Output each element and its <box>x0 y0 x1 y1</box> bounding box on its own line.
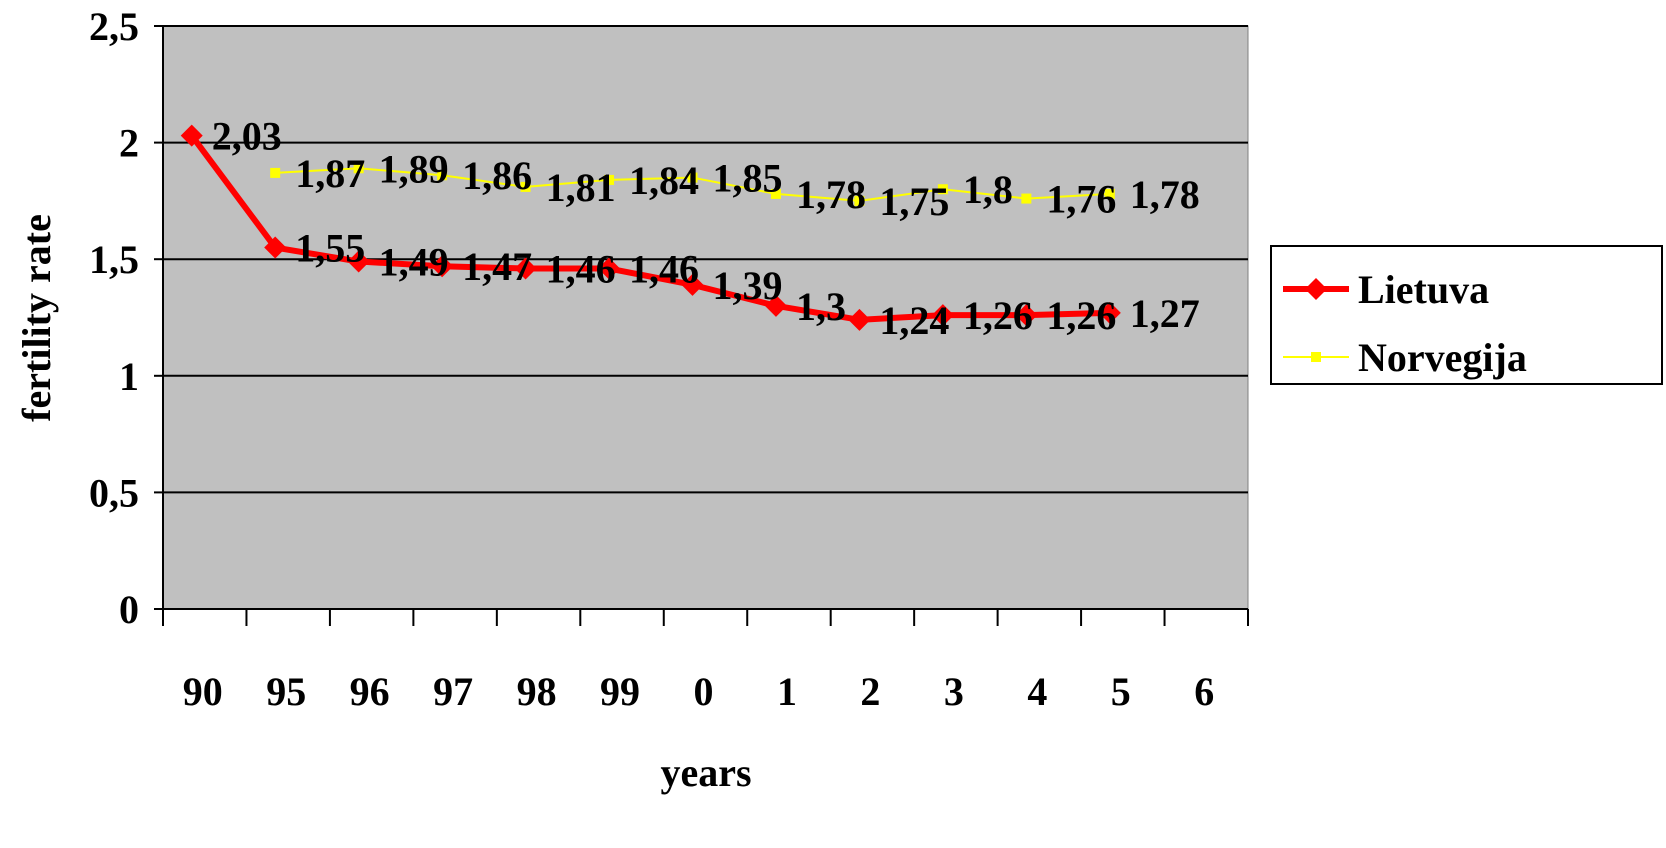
x-tick-label: 6 <box>1194 669 1214 714</box>
data-label-lietuva: 1,55 <box>295 226 365 271</box>
y-tick-label: 0,5 <box>89 470 139 515</box>
data-point-lietuva <box>681 273 704 296</box>
y-tick-label: 2 <box>119 121 139 166</box>
data-point-lietuva <box>931 304 954 327</box>
data-label-lietuva: 1,26 <box>1046 293 1116 338</box>
x-tick-label: 3 <box>944 669 964 714</box>
data-point-lietuva <box>764 294 787 317</box>
data-point-lietuva <box>180 124 203 147</box>
x-tick-label: 90 <box>183 669 223 714</box>
legend-entry-lietuva: Lietuva <box>1283 267 1489 312</box>
y-tick-label: 1 <box>119 354 139 399</box>
data-point-norvegija <box>1104 188 1115 199</box>
data-point-norvegija <box>604 174 615 185</box>
data-point-norvegija <box>520 181 531 192</box>
data-label-norvegija: 1,85 <box>713 156 783 201</box>
x-tick-label: 0 <box>694 669 714 714</box>
x-tick-label: 5 <box>1111 669 1131 714</box>
data-point-lietuva <box>1015 304 1038 327</box>
x-tick-label: 4 <box>1027 669 1047 714</box>
data-point-norvegija <box>437 170 448 181</box>
legend: Lietuva Norvegija <box>1270 245 1663 385</box>
data-point-lietuva <box>514 257 537 280</box>
data-label-lietuva: 1,3 <box>796 284 846 329</box>
x-tick-label: 96 <box>350 669 390 714</box>
data-label-lietuva: 1,46 <box>546 247 616 292</box>
data-label-lietuva: 2,03 <box>212 114 282 159</box>
data-point-norvegija <box>270 167 281 178</box>
data-label-lietuva: 1,47 <box>462 244 532 289</box>
data-point-lietuva <box>848 308 871 331</box>
data-label-norvegija: 1,78 <box>796 172 866 217</box>
x-tick-label: 98 <box>517 669 557 714</box>
data-label-lietuva: 1,49 <box>379 240 449 285</box>
data-point-norvegija <box>854 195 865 206</box>
y-tick-label: 0 <box>119 587 139 632</box>
y-axis-title: fertility rate <box>14 214 59 422</box>
y-tick-label: 1,5 <box>89 237 139 282</box>
plot-area <box>162 25 1249 610</box>
data-point-norvegija <box>687 172 698 183</box>
data-label-lietuva: 1,26 <box>963 293 1033 338</box>
data-point-norvegija <box>1021 193 1032 204</box>
series-line-lietuva <box>189 133 1110 323</box>
data-point-lietuva <box>431 255 454 278</box>
data-point-norvegija <box>937 184 948 195</box>
y-tick-label: 2,5 <box>89 4 139 49</box>
data-label-lietuva: 1,27 <box>1130 291 1200 336</box>
x-tick-label: 1 <box>777 669 797 714</box>
data-label-norvegija: 1,76 <box>1046 177 1116 222</box>
legend-box <box>1270 245 1663 385</box>
legend-label-lietuva: Lietuva <box>1358 267 1489 312</box>
data-label-norvegija: 1,86 <box>462 153 532 198</box>
data-point-lietuva <box>347 250 370 273</box>
x-axis-title: years <box>660 750 751 795</box>
data-label-norvegija: 1,84 <box>629 158 699 203</box>
legend-marker-norvegija <box>1311 352 1321 362</box>
x-tick-label: 95 <box>266 669 306 714</box>
data-point-norvegija <box>353 163 364 174</box>
x-tick-label: 99 <box>600 669 640 714</box>
x-tick-label: 2 <box>860 669 880 714</box>
data-label-lietuva: 1,39 <box>713 263 783 308</box>
legend-marker-lietuva <box>1305 278 1327 300</box>
legend-label-norvegija: Norvegija <box>1358 335 1527 380</box>
data-label-norvegija: 1,78 <box>1130 172 1200 217</box>
x-tick-label: 97 <box>433 669 473 714</box>
data-point-lietuva <box>1098 301 1121 324</box>
data-label-lietuva: 1,24 <box>879 298 949 343</box>
data-point-lietuva <box>264 236 287 259</box>
legend-entry-norvegija: Norvegija <box>1283 335 1527 380</box>
data-label-norvegija: 1,81 <box>546 165 616 210</box>
data-label-norvegija: 1,8 <box>963 167 1013 212</box>
data-label-norvegija: 1,75 <box>879 179 949 224</box>
data-label-norvegija: 1,89 <box>379 146 449 191</box>
data-point-norvegija <box>770 188 781 199</box>
data-point-lietuva <box>598 257 621 280</box>
data-label-norvegija: 1,87 <box>295 151 365 196</box>
data-label-lietuva: 1,46 <box>629 247 699 292</box>
